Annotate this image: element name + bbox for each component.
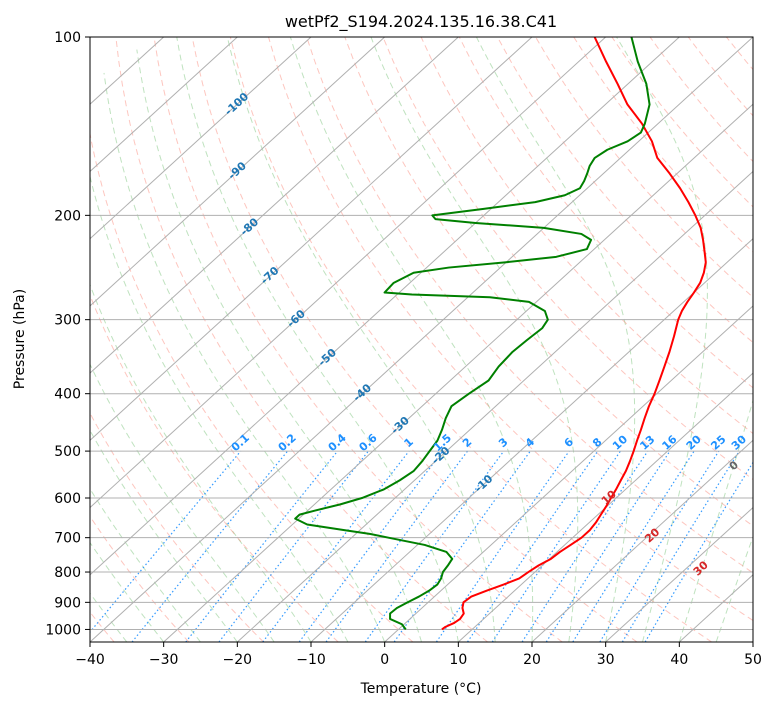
isotherm-line xyxy=(90,37,607,509)
x-tick-label: 50 xyxy=(744,652,762,668)
y-tick-label: 600 xyxy=(54,491,81,507)
mixing-ratio-line xyxy=(298,450,444,642)
y-tick-label: 100 xyxy=(54,30,81,46)
isotherm-line xyxy=(90,37,753,642)
isotherms xyxy=(90,37,753,642)
moist-adiabat-line xyxy=(90,487,201,642)
mixing-ratio-line xyxy=(364,450,505,642)
plot-area xyxy=(90,37,753,642)
y-tick-label: 700 xyxy=(54,531,81,547)
moist-adiabat-line xyxy=(90,283,312,642)
x-tick-label: 20 xyxy=(523,652,541,668)
moist-adiabat-line xyxy=(103,72,386,642)
isotherm-line xyxy=(90,37,312,240)
y-tick-label: 800 xyxy=(54,565,81,581)
isotherm-line xyxy=(605,506,753,642)
mixing-ratio-line xyxy=(621,450,740,642)
dry-adiabat-line xyxy=(90,412,264,642)
isotherm-line xyxy=(384,305,753,642)
moist-adiabat-line xyxy=(475,37,636,642)
x-tick-label: −10 xyxy=(296,652,326,668)
mixing-ratio-line xyxy=(572,450,695,642)
moist-adiabat-line xyxy=(289,37,534,642)
mixing-ratio-line xyxy=(262,450,410,642)
y-tick-label: 1000 xyxy=(45,622,81,638)
mixing-ratio-line xyxy=(131,450,289,642)
y-tick-label: 200 xyxy=(54,208,81,224)
x-tick-label: 30 xyxy=(597,652,615,668)
mixing-ratio-line xyxy=(435,450,570,642)
y-tick-label: 400 xyxy=(54,387,81,403)
dry-adiabat-line xyxy=(268,37,753,622)
moist-adiabat-line xyxy=(616,37,708,642)
y-tick-label: 900 xyxy=(54,595,81,611)
mixing-ratio-line xyxy=(491,450,621,642)
dry-adiabat-line xyxy=(191,37,638,642)
temperature-profile-line xyxy=(441,37,707,631)
y-axis-ticks: 100 200 300 400 500 600 700 800 900 1000 xyxy=(45,30,90,638)
isotherm-line xyxy=(531,439,753,642)
isotherm-line xyxy=(90,37,238,173)
dry-adiabat-line xyxy=(115,37,488,642)
x-tick-label: 0 xyxy=(380,652,389,668)
moist-adiabat-line xyxy=(678,398,753,642)
mixing-ratio-line xyxy=(467,450,599,642)
mixing-ratio-line xyxy=(185,450,339,642)
mixing-ratio-line xyxy=(521,450,649,642)
x-tick-label: −30 xyxy=(149,652,179,668)
x-axis-ticks: −40 −30 −20 −10 0 10 20 30 40 50 xyxy=(75,642,762,668)
plot-frame xyxy=(89,36,754,643)
x-tick-label: −20 xyxy=(223,652,253,668)
isotherm-line xyxy=(90,37,533,442)
x-axis-title: Temperature (°C) xyxy=(360,681,482,697)
x-tick-label: 40 xyxy=(670,652,688,668)
moist-adiabat-line xyxy=(90,429,238,642)
moist-adiabat-line xyxy=(136,49,422,642)
dewpoint-profile-line xyxy=(294,37,651,631)
x-tick-label: 10 xyxy=(449,652,467,668)
mixing-ratio-line xyxy=(545,450,671,642)
isotherm-line xyxy=(90,37,459,374)
y-tick-label: 300 xyxy=(54,313,81,329)
dry-adiabat-line xyxy=(306,37,753,574)
sounding-series xyxy=(294,37,707,631)
isotherm-line xyxy=(90,37,386,307)
dry-adiabat-line xyxy=(535,37,753,298)
isotherm-line xyxy=(90,37,680,576)
x-tick-label: −40 xyxy=(75,652,105,668)
isotherm-line xyxy=(236,170,753,642)
moist-adiabat-line xyxy=(226,37,496,642)
dry-adiabat-line xyxy=(90,515,190,642)
chart-title: wetPf2_S194.2024.135.16.38.C41 xyxy=(285,12,557,32)
grid-lines xyxy=(90,37,753,630)
mixing-ratio-line xyxy=(90,450,242,634)
moist-adiabat-line xyxy=(370,37,579,642)
y-tick-label: 500 xyxy=(54,444,81,460)
isotherm-line xyxy=(457,372,753,642)
isotherm-line xyxy=(163,103,753,642)
dry-adiabat-line xyxy=(497,37,753,344)
dry-adiabat-line xyxy=(90,131,414,642)
y-axis-title: Pressure (hPa) xyxy=(12,289,28,389)
mixing-ratio-line xyxy=(325,450,469,642)
isotherm-line xyxy=(310,237,753,642)
moist-adiabat-line xyxy=(715,535,753,642)
